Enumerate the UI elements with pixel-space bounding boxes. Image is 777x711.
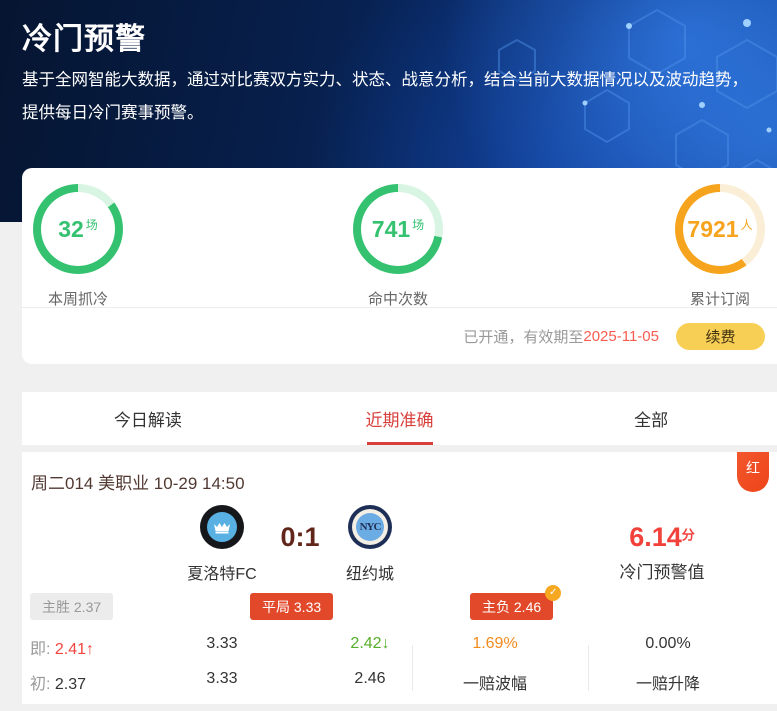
subscribers-ring: 7921 人 xyxy=(675,184,765,274)
subscription-status: 已开通，有效期至 xyxy=(463,328,584,346)
initial-row-label: 初: xyxy=(30,676,51,693)
stat-weekly-upsets: 32 场 本周抓冷 xyxy=(18,184,138,309)
tab-bar: 今日解读 近期准确 全部 xyxy=(22,392,777,445)
live-draw-odds: 3.33 xyxy=(206,635,238,652)
up-arrow-icon: ↑ xyxy=(86,641,95,658)
check-badge-icon: ✓ xyxy=(545,585,562,601)
tab-all[interactable]: 全部 xyxy=(525,392,777,445)
tab-label: 近期准确 xyxy=(365,411,434,430)
match-header: 周二014 美职业 10-29 14:50 xyxy=(31,474,245,493)
stat-unit: 场 xyxy=(85,217,98,232)
stats-divider xyxy=(22,307,777,308)
warning-value: 6.14 xyxy=(629,522,682,552)
stat-value: 32 xyxy=(58,215,84,242)
stat-label: 累计订阅 xyxy=(689,291,750,308)
stat-hit-count: 741 场 命中次数 xyxy=(338,184,458,309)
active-tab-underline xyxy=(366,442,433,445)
hit-count-ring: 741 场 xyxy=(353,184,443,274)
live-home-odds: 2.41↑ xyxy=(54,641,95,658)
initial-home-odds: 2.37 xyxy=(54,676,87,693)
away-team: NYC 纽约城 xyxy=(322,505,418,584)
match-card[interactable]: 周二014 美职业 10-29 14:50 红 夏洛特FC 0:1 NYC 纽约… xyxy=(22,452,777,704)
initial-draw-odds: 3.33 xyxy=(206,670,238,687)
tab-label: 今日解读 xyxy=(113,411,182,430)
tab-today-analysis[interactable]: 今日解读 xyxy=(22,392,274,445)
crown-icon xyxy=(214,522,230,533)
change-label: 一赔升降 xyxy=(635,676,700,693)
warning-unit: 分 xyxy=(681,527,695,543)
odds-chip-draw[interactable]: 平局 3.33 xyxy=(250,593,334,620)
charlotte-fc-logo xyxy=(200,505,244,549)
away-team-name: 纽约城 xyxy=(345,566,394,583)
tab-recent-accurate[interactable]: 近期准确 xyxy=(274,392,526,445)
nyc-monogram: NYC xyxy=(356,513,384,541)
warning-score-block: 6.14分 冷门预警值 xyxy=(582,522,742,583)
odds-chip-away-win[interactable]: 主负 2.46 ✓ xyxy=(470,585,562,620)
page-description: 基于全网智能大数据，通过对比赛双方实力、状态、战意分析，结合当前大数据情况以及波… xyxy=(22,71,748,122)
stat-value: 741 xyxy=(371,215,411,242)
column-divider xyxy=(412,645,413,691)
renew-button[interactable]: 续费 xyxy=(676,322,765,350)
down-arrow-icon: ↓ xyxy=(381,635,390,652)
initial-away-odds: 2.46 xyxy=(354,670,386,687)
stat-label: 命中次数 xyxy=(367,291,428,308)
weekly-upsets-ring: 32 场 xyxy=(33,184,123,274)
red-result-badge: 红 xyxy=(737,452,769,492)
chip-label: 主负 2.46 xyxy=(482,598,542,615)
odds-chip-home-win[interactable]: 主胜 2.37 xyxy=(30,593,114,620)
change-value: 0.00% xyxy=(645,635,691,652)
stat-label: 本周抓冷 xyxy=(47,291,108,308)
page-title: 冷门预警 xyxy=(22,23,146,56)
live-away-odds: 2.42↓ xyxy=(350,635,390,652)
stat-value: 7921 xyxy=(687,215,739,242)
expiry-date: 2025-11-05 xyxy=(583,327,659,345)
home-team-name: 夏洛特FC xyxy=(187,566,257,583)
match-score: 0:1 xyxy=(280,522,320,552)
home-team: 夏洛特FC xyxy=(174,505,270,584)
stat-unit: 人 xyxy=(740,217,753,232)
stat-subscribers: 7921 人 累计订阅 xyxy=(660,184,777,309)
volatility-label: 一赔波幅 xyxy=(462,676,527,693)
stat-unit: 场 xyxy=(412,217,425,232)
subscription-row: 已开通，有效期至 2025-11-05 续费 xyxy=(22,308,777,364)
volatility-value: 1.69% xyxy=(472,635,518,652)
stats-card: 32 场 本周抓冷 741 场 命中次数 7921 人 累计订阅 已开通，有效期至 20… xyxy=(22,168,777,364)
tab-label: 全部 xyxy=(634,411,669,430)
nyc-fc-logo: NYC xyxy=(348,505,392,549)
live-row-label: 即: xyxy=(30,641,51,658)
warning-label: 冷门预警值 xyxy=(619,563,705,582)
column-divider xyxy=(588,645,589,691)
